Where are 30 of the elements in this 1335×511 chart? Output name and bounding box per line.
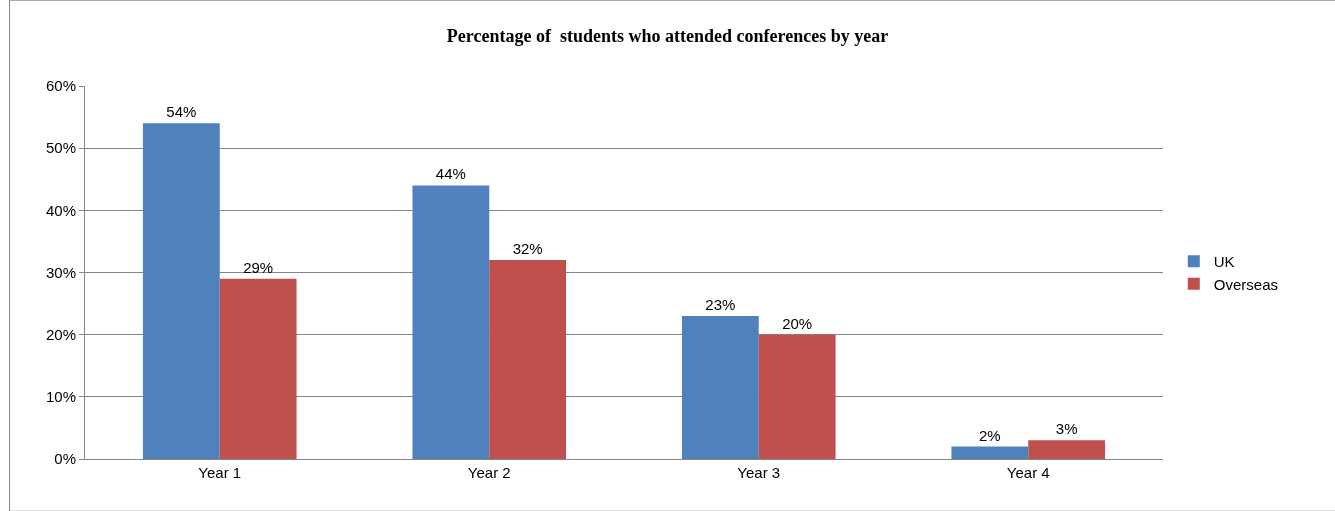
y-tick-label: 10% [45,388,76,406]
y-tick-label: 60% [45,77,76,95]
bar [489,260,567,459]
data-label: 54% [166,103,197,121]
chart-title: Percentage of students who attended conferences by year [446,26,889,47]
bar [951,446,1029,459]
data-label: 32% [512,240,543,258]
data-label: 29% [243,258,274,276]
y-tick-label: 20% [45,325,76,343]
data-label: 2% [979,426,1001,444]
legend-label: UK [1213,253,1235,271]
bar [758,334,836,459]
bar [219,278,297,459]
y-tick-label: 0% [54,450,76,468]
data-label: 20% [782,314,813,332]
x-tick-label: Year 3 [737,464,781,481]
y-tick-label: 40% [45,201,76,219]
x-tick-label: Year 1 [198,464,242,481]
y-tick-label: 50% [45,139,76,157]
data-label: 23% [705,296,736,314]
x-tick-label: Year 2 [467,464,511,481]
data-label: 44% [435,165,466,183]
y-tick-label: 30% [45,263,76,281]
bar [681,316,759,459]
data-label: 3% [1055,420,1078,438]
x-tick-label: Year 4 [1006,464,1050,481]
bar [412,185,490,459]
bar [1028,440,1106,459]
bar [142,123,220,459]
legend-label: Overseas [1213,275,1278,293]
